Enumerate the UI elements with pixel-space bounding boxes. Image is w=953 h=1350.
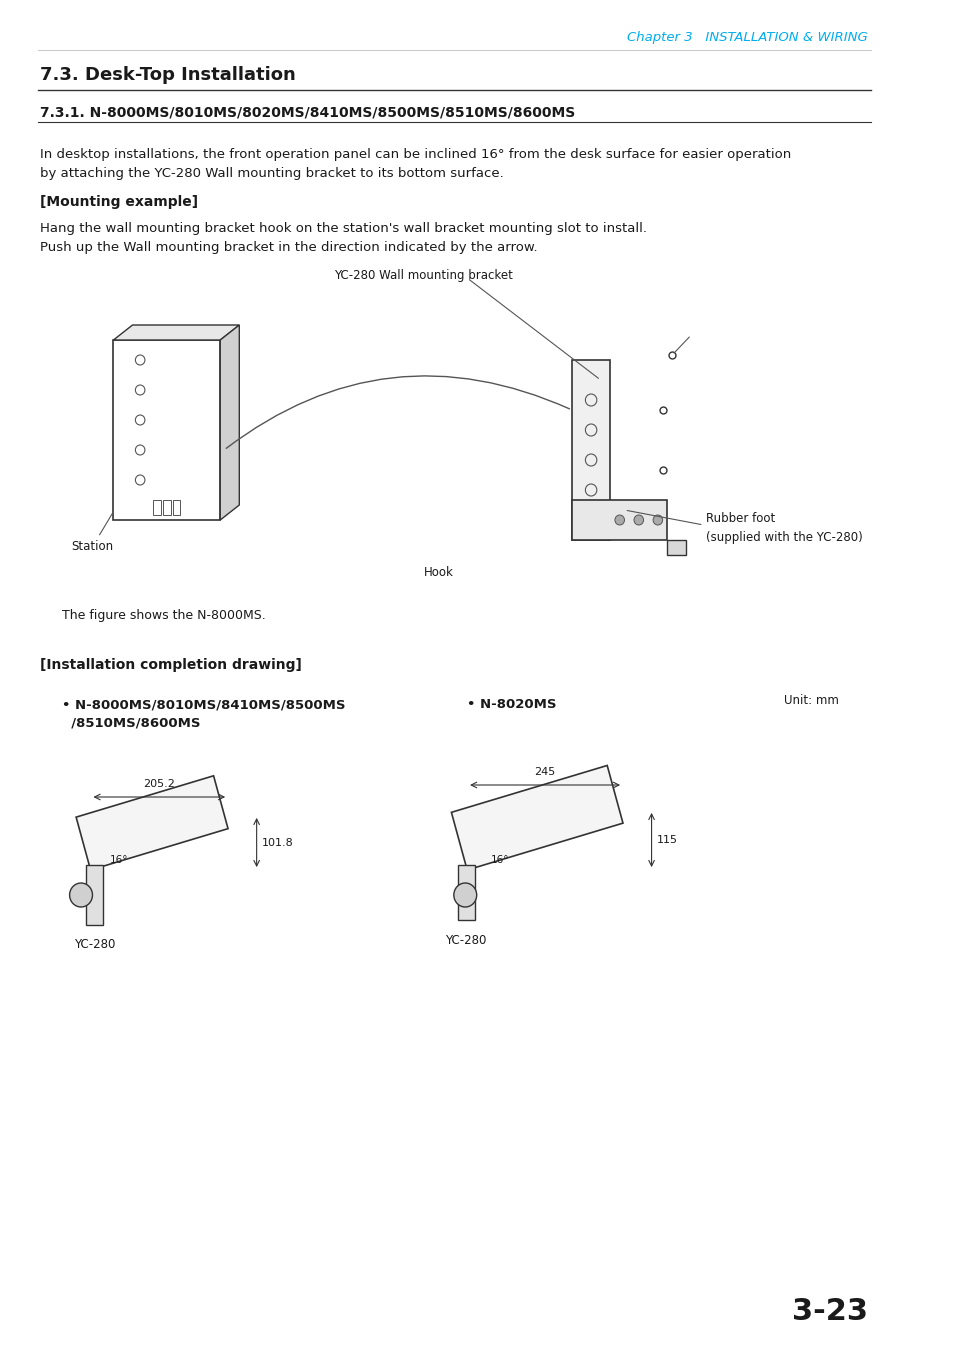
Text: Rubber foot
(supplied with the YC-280): Rubber foot (supplied with the YC-280) [705, 513, 862, 544]
Text: In desktop installations, the front operation panel can be inclined 16° from the: In desktop installations, the front oper… [40, 148, 790, 180]
Polygon shape [113, 325, 239, 340]
Polygon shape [76, 776, 228, 869]
Text: Hang the wall mounting bracket hook on the station's wall bracket mounting slot : Hang the wall mounting bracket hook on t… [40, 221, 646, 254]
Text: Hook: Hook [423, 566, 453, 579]
Circle shape [653, 514, 662, 525]
Polygon shape [667, 540, 686, 555]
Text: Station: Station [71, 513, 113, 554]
Text: 205.2: 205.2 [143, 779, 175, 788]
Text: YC-280: YC-280 [445, 933, 486, 946]
Text: YC-280 Wall mounting bracket: YC-280 Wall mounting bracket [334, 269, 512, 282]
Text: • N-8000MS/8010MS/8410MS/8500MS
  /8510MS/8600MS: • N-8000MS/8010MS/8410MS/8500MS /8510MS/… [62, 698, 345, 729]
Text: The figure shows the N-8000MS.: The figure shows the N-8000MS. [62, 609, 266, 621]
Text: 3-23: 3-23 [791, 1297, 866, 1327]
Circle shape [634, 514, 643, 525]
Polygon shape [572, 500, 667, 540]
Text: 101.8: 101.8 [261, 837, 293, 848]
Text: 7.3.1. N-8000MS/8010MS/8020MS/8410MS/8500MS/8510MS/8600MS: 7.3.1. N-8000MS/8010MS/8020MS/8410MS/850… [40, 105, 575, 119]
Text: Unit: mm: Unit: mm [783, 694, 838, 706]
Polygon shape [457, 865, 475, 919]
Text: 16°: 16° [110, 855, 129, 865]
Text: 115: 115 [656, 836, 677, 845]
Text: 7.3. Desk-Top Installation: 7.3. Desk-Top Installation [40, 66, 295, 84]
Circle shape [70, 883, 92, 907]
Polygon shape [572, 360, 610, 540]
Bar [163, 500, 171, 514]
Polygon shape [220, 325, 239, 520]
Bar [153, 500, 161, 514]
Text: • N-8020MS: • N-8020MS [467, 698, 557, 711]
Bar [172, 500, 180, 514]
Text: Chapter 3   INSTALLATION & WIRING: Chapter 3 INSTALLATION & WIRING [626, 31, 866, 45]
Circle shape [615, 514, 624, 525]
Text: [Installation completion drawing]: [Installation completion drawing] [40, 657, 301, 672]
Text: 16°: 16° [491, 855, 509, 865]
Polygon shape [86, 865, 103, 925]
Text: [Mounting example]: [Mounting example] [40, 194, 198, 209]
Text: 245: 245 [534, 767, 555, 778]
Circle shape [454, 883, 476, 907]
Text: YC-280: YC-280 [73, 938, 115, 952]
Polygon shape [451, 765, 622, 869]
